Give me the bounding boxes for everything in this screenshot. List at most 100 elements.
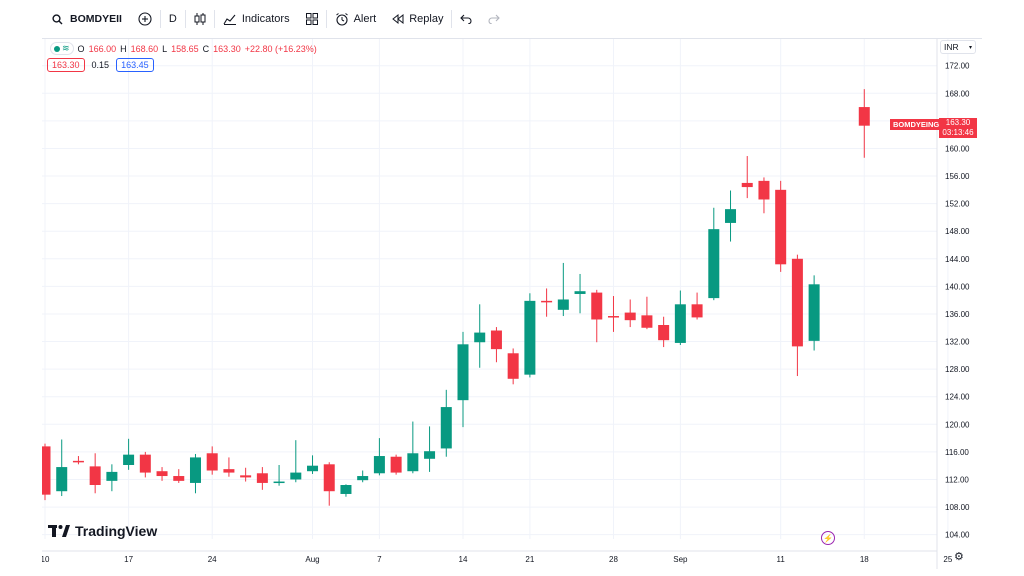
candle[interactable] xyxy=(858,89,870,158)
chart-type-button[interactable] xyxy=(186,7,214,31)
change-value: +22.80 (+16.23%) xyxy=(244,43,317,54)
candle[interactable] xyxy=(323,462,335,506)
candle[interactable] xyxy=(156,467,168,481)
candle[interactable] xyxy=(641,296,653,330)
candlestick-chart[interactable]: 104.00 108.00 112.00 116.00 120.00 124.00 128.… xyxy=(39,39,982,569)
toolbar-divider xyxy=(325,10,327,28)
candle[interactable] xyxy=(56,439,68,497)
candle[interactable] xyxy=(173,469,185,483)
candle-body xyxy=(541,300,553,303)
candle[interactable] xyxy=(725,190,737,242)
candle[interactable] xyxy=(457,331,469,428)
candle-body xyxy=(507,353,519,379)
candle[interactable] xyxy=(123,438,135,470)
candle-body xyxy=(474,332,486,343)
candle[interactable] xyxy=(373,438,385,476)
replay-icon xyxy=(392,14,404,24)
symbol-name: BOMDYEII xyxy=(70,13,122,25)
candle[interactable] xyxy=(424,426,436,472)
candle-body xyxy=(373,456,385,474)
alert-button[interactable]: Alert xyxy=(327,7,385,31)
x-tick-label: 18 xyxy=(860,555,869,564)
candle[interactable] xyxy=(708,207,720,301)
indicators-button[interactable]: Indicators xyxy=(215,7,298,31)
candle[interactable] xyxy=(307,455,319,474)
candle[interactable] xyxy=(407,421,419,474)
high-value: 168.60 xyxy=(130,43,159,54)
low-label: L xyxy=(162,43,168,54)
chart-pane[interactable]: 104.00 108.00 112.00 116.00 120.00 124.00 128.… xyxy=(39,38,982,569)
candle-body xyxy=(591,292,603,320)
candle-body xyxy=(658,325,670,341)
candle[interactable] xyxy=(106,464,118,492)
candle[interactable] xyxy=(658,316,670,348)
gear-icon[interactable]: ⚙ xyxy=(954,551,964,563)
candle[interactable] xyxy=(273,465,285,486)
sell-button[interactable]: 163.30 xyxy=(47,58,85,72)
candle-body xyxy=(624,312,636,321)
bar-countdown: 03:13:46 xyxy=(942,128,974,137)
candle[interactable] xyxy=(39,443,51,501)
candle[interactable] xyxy=(775,180,787,272)
candle[interactable] xyxy=(557,262,569,317)
undo-icon xyxy=(460,14,472,24)
high-label: H xyxy=(120,43,127,54)
candles-icon xyxy=(194,12,206,26)
candle[interactable] xyxy=(541,288,553,317)
candle[interactable] xyxy=(256,467,268,490)
legend-visibility-toggle[interactable]: ≋ xyxy=(50,42,74,55)
candle[interactable] xyxy=(290,440,302,483)
candle-body xyxy=(524,300,536,375)
candle[interactable] xyxy=(390,454,402,475)
candle[interactable] xyxy=(72,456,84,465)
candle[interactable] xyxy=(524,293,536,378)
candle[interactable] xyxy=(741,156,753,199)
events-flash-icon[interactable]: ⚡ xyxy=(821,531,835,545)
candle-body xyxy=(223,469,235,473)
candle[interactable] xyxy=(507,348,519,385)
candle[interactable] xyxy=(357,470,369,483)
candle[interactable] xyxy=(89,453,101,494)
buy-button[interactable]: 163.45 xyxy=(116,58,154,72)
candle[interactable] xyxy=(591,289,603,343)
symbol-search[interactable]: BOMDYEII xyxy=(44,7,130,31)
tradingview-logo[interactable]: TradingView xyxy=(48,523,157,539)
candle-body xyxy=(407,453,419,472)
undo-button[interactable] xyxy=(452,7,480,31)
candle[interactable] xyxy=(490,327,502,363)
toolbar-divider xyxy=(213,10,215,28)
candle[interactable] xyxy=(624,299,636,328)
y-tick-label: 104.00 xyxy=(945,531,970,540)
indicators-icon xyxy=(223,13,237,25)
candle-body xyxy=(858,107,870,126)
candle-body xyxy=(72,460,84,463)
candle[interactable] xyxy=(340,484,352,497)
compare-button[interactable] xyxy=(130,7,160,31)
layouts-button[interactable] xyxy=(298,7,326,31)
candle-body xyxy=(189,457,201,483)
candle[interactable] xyxy=(223,457,235,477)
candle[interactable] xyxy=(674,290,686,345)
candle[interactable] xyxy=(808,275,820,351)
replay-button[interactable]: Replay xyxy=(384,7,451,31)
candle[interactable] xyxy=(139,451,151,478)
candle[interactable] xyxy=(691,292,703,320)
interval-button[interactable]: D xyxy=(161,7,185,31)
candle-body xyxy=(641,315,653,328)
candle[interactable] xyxy=(440,389,452,457)
candle[interactable] xyxy=(758,177,770,214)
redo-button[interactable] xyxy=(480,7,508,31)
candle[interactable] xyxy=(791,254,803,377)
candle[interactable] xyxy=(206,446,218,475)
candle[interactable] xyxy=(574,273,586,314)
currency-select[interactable]: INR ▾ xyxy=(940,40,976,54)
candle[interactable] xyxy=(607,296,619,332)
tv-logo-icon xyxy=(48,525,70,537)
y-tick-label: 124.00 xyxy=(945,393,970,402)
candle-body xyxy=(390,456,402,473)
replay-label: Replay xyxy=(409,13,444,25)
candle[interactable] xyxy=(474,304,486,368)
candle[interactable] xyxy=(240,467,252,482)
x-tick-label: 14 xyxy=(459,555,468,564)
candle[interactable] xyxy=(189,453,201,494)
